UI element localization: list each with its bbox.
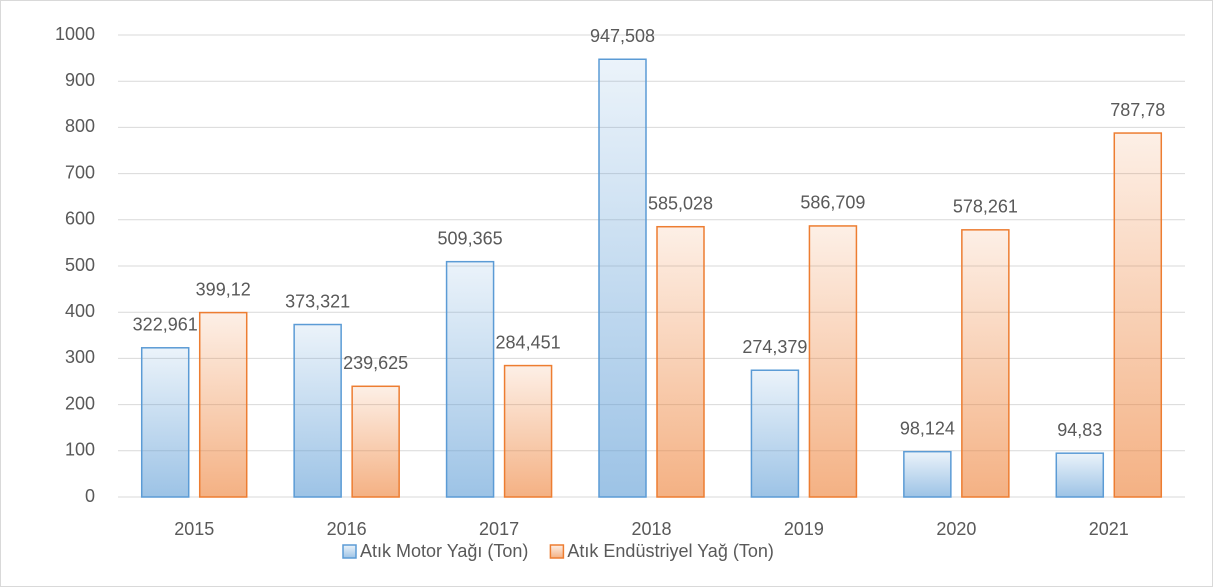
bar [1055, 452, 1105, 498]
legend-label: Atık Motor Yağı (Ton) [360, 541, 528, 561]
bar [750, 369, 800, 498]
bar [293, 323, 342, 498]
bar [140, 347, 190, 498]
x-tick-label: 2016 [327, 519, 367, 539]
value-label: 94,83 [1057, 420, 1102, 440]
y-tick-label: 800 [65, 116, 95, 136]
value-label: 274,379 [742, 337, 807, 357]
y-tick-label: 400 [65, 301, 95, 321]
y-tick-label: 700 [65, 162, 95, 182]
bar [1113, 132, 1163, 498]
x-tick-label: 2019 [784, 519, 824, 539]
bar [656, 225, 705, 498]
value-label: 284,451 [496, 332, 561, 352]
y-tick-label: 600 [65, 209, 95, 229]
x-tick-label: 2018 [631, 519, 671, 539]
value-label: 509,365 [438, 228, 503, 248]
value-label: 399,12 [196, 279, 251, 299]
bar [808, 225, 858, 498]
value-label: 947,508 [590, 26, 655, 46]
bar [445, 260, 495, 498]
y-tick-label: 200 [65, 393, 95, 413]
x-tick-label: 2020 [936, 519, 976, 539]
y-tick-label: 900 [65, 70, 95, 90]
legend-label: Atık Endüstriyel Yağ (Ton) [567, 541, 773, 561]
y-tick-label: 100 [65, 440, 95, 460]
y-tick-label: 300 [65, 347, 95, 367]
value-label: 585,028 [648, 193, 713, 213]
bar [198, 311, 248, 498]
value-label: 586,709 [800, 193, 865, 213]
value-label: 98,124 [900, 418, 955, 438]
x-tick-label: 2015 [174, 519, 214, 539]
bar [903, 450, 952, 498]
bar [961, 229, 1010, 498]
value-label: 787,78 [1110, 100, 1165, 120]
bar [351, 385, 400, 498]
bar [503, 364, 553, 498]
value-label: 578,261 [953, 197, 1018, 217]
x-tick-label: 2017 [479, 519, 519, 539]
value-label: 322,961 [133, 315, 198, 335]
legend-swatch [549, 544, 565, 559]
value-label: 239,625 [343, 353, 408, 373]
y-tick-label: 500 [65, 255, 95, 275]
y-tick-label: 0 [85, 486, 95, 506]
bar [598, 58, 647, 498]
x-tick-label: 2021 [1089, 519, 1129, 539]
y-tick-label: 1000 [55, 24, 95, 44]
legend-swatch [342, 544, 357, 559]
value-label: 373,321 [285, 291, 350, 311]
